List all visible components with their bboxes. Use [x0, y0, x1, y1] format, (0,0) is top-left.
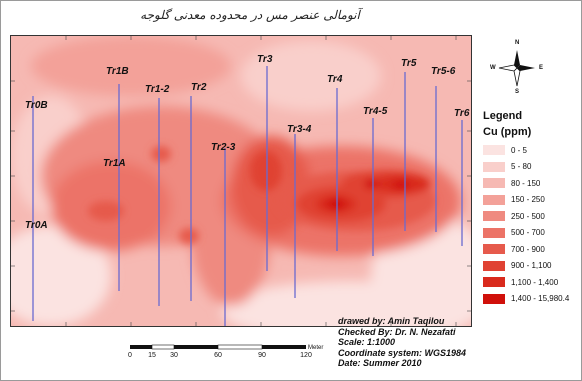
legend-label: 80 - 150 — [511, 178, 541, 188]
transect-label-tr2: Tr2 — [191, 82, 207, 93]
legend-label: 0 - 5 — [511, 145, 528, 155]
legend-label: 900 - 1,100 — [511, 261, 552, 271]
legend-swatch — [483, 194, 505, 205]
legend-row: 250 - 500 — [483, 208, 578, 225]
transect-label-tr4-5: Tr4-5 — [363, 106, 388, 117]
scale-tick-15: 15 — [148, 352, 156, 359]
east-label: E — [539, 65, 544, 71]
scale-tick-90: 90 — [258, 352, 266, 359]
legend-subtitle: Cu (ppm) — [483, 126, 532, 138]
south-label: S — [515, 89, 520, 95]
north-label: N — [515, 40, 520, 46]
transect-label-tr4: Tr4 — [327, 74, 343, 85]
legend-classes: 0 - 5 5 - 80 80 - 150 150 - 250 250 - 500 500… — [483, 142, 578, 307]
legend: Legend Cu (ppm) 0 - 5 5 - 80 80 - 150 150 -… — [483, 110, 578, 307]
coordinate-system: Coordinate system: WGS1984 — [338, 347, 467, 358]
legend-row: 500 - 700 — [483, 225, 578, 242]
drawn-by: drawed by: Amin Taqilou — [338, 316, 445, 326]
transect-label-tr1a: Tr1A — [103, 158, 126, 169]
legend-swatch — [483, 161, 505, 172]
legend-swatch — [483, 244, 505, 255]
transect-label-tr0b: Tr0B — [25, 100, 48, 111]
legend-swatch — [483, 260, 505, 271]
map-date: Date: Summer 2010 — [338, 358, 422, 368]
legend-row: 1,100 - 1,400 — [483, 274, 578, 291]
north-arrow-icon — [497, 48, 537, 88]
legend-row: 80 - 150 — [483, 175, 578, 192]
transect-label-tr0a: Tr0A — [25, 220, 48, 231]
legend-row: 900 - 1,100 — [483, 258, 578, 275]
scale-bar: 0 15 30 60 90 120 Meter — [128, 342, 324, 372]
legend-swatch — [483, 178, 505, 189]
checked-by: Checked By: Dr. N. Nezafati — [338, 326, 456, 337]
transect-label-tr3: Tr3 — [257, 54, 273, 65]
transect-label-tr1b: Tr1B — [106, 66, 129, 77]
legend-swatch — [483, 293, 505, 304]
legend-row: 1,400 - 15,980.4 — [483, 291, 578, 308]
transect-label-tr5-6: Tr5-6 — [431, 66, 456, 77]
transect-label-tr2-3: Tr2-3 — [211, 142, 236, 153]
legend-swatch — [483, 277, 505, 288]
legend-row: 5 - 80 — [483, 159, 578, 176]
legend-label: 1,100 - 1,400 — [511, 277, 559, 287]
transect-label-tr5: Tr5 — [401, 58, 417, 69]
legend-label: 5 - 80 — [511, 162, 532, 172]
map-credits: drawed by: Amin Taqilou Checked By: Dr. … — [338, 316, 578, 369]
scale-tick-0: 0 — [128, 352, 132, 359]
scale-unit: Meter — [308, 345, 324, 351]
scale-tick-120: 120 — [300, 352, 312, 359]
scale-tick-60: 60 — [214, 352, 222, 359]
transect-label-tr3-4: Tr3-4 — [287, 124, 312, 135]
transect-label-tr1-2: Tr1-2 — [145, 84, 170, 95]
map-area: Tr0B Tr1B Tr1-2 Tr2 Tr3 Tr4 Tr5 Tr5-6 Tr… — [10, 35, 472, 327]
transect-label-tr6: Tr6 — [454, 108, 470, 119]
legend-title: Legend — [483, 110, 523, 122]
west-label: W — [490, 65, 496, 71]
legend-label: 700 - 900 — [511, 244, 545, 254]
legend-label: 500 - 700 — [511, 228, 545, 238]
scale-text: Scale: 1:1000 — [338, 337, 396, 347]
anomaly-contour-map — [11, 36, 471, 326]
legend-row: 0 - 5 — [483, 142, 578, 159]
legend-swatch — [483, 145, 505, 156]
scale-tick-30: 30 — [170, 352, 178, 359]
legend-label: 1,400 - 15,980.4 — [511, 294, 570, 304]
legend-label: 250 - 500 — [511, 211, 545, 221]
legend-row: 700 - 900 — [483, 241, 578, 258]
scale-bar-graphic — [130, 344, 306, 350]
legend-swatch — [483, 211, 505, 222]
legend-row: 150 - 250 — [483, 192, 578, 209]
legend-swatch — [483, 227, 505, 238]
legend-label: 150 - 250 — [511, 195, 545, 205]
map-title: آنومالی عنصر مس در محدوده معدنی گلوجه — [140, 8, 360, 22]
